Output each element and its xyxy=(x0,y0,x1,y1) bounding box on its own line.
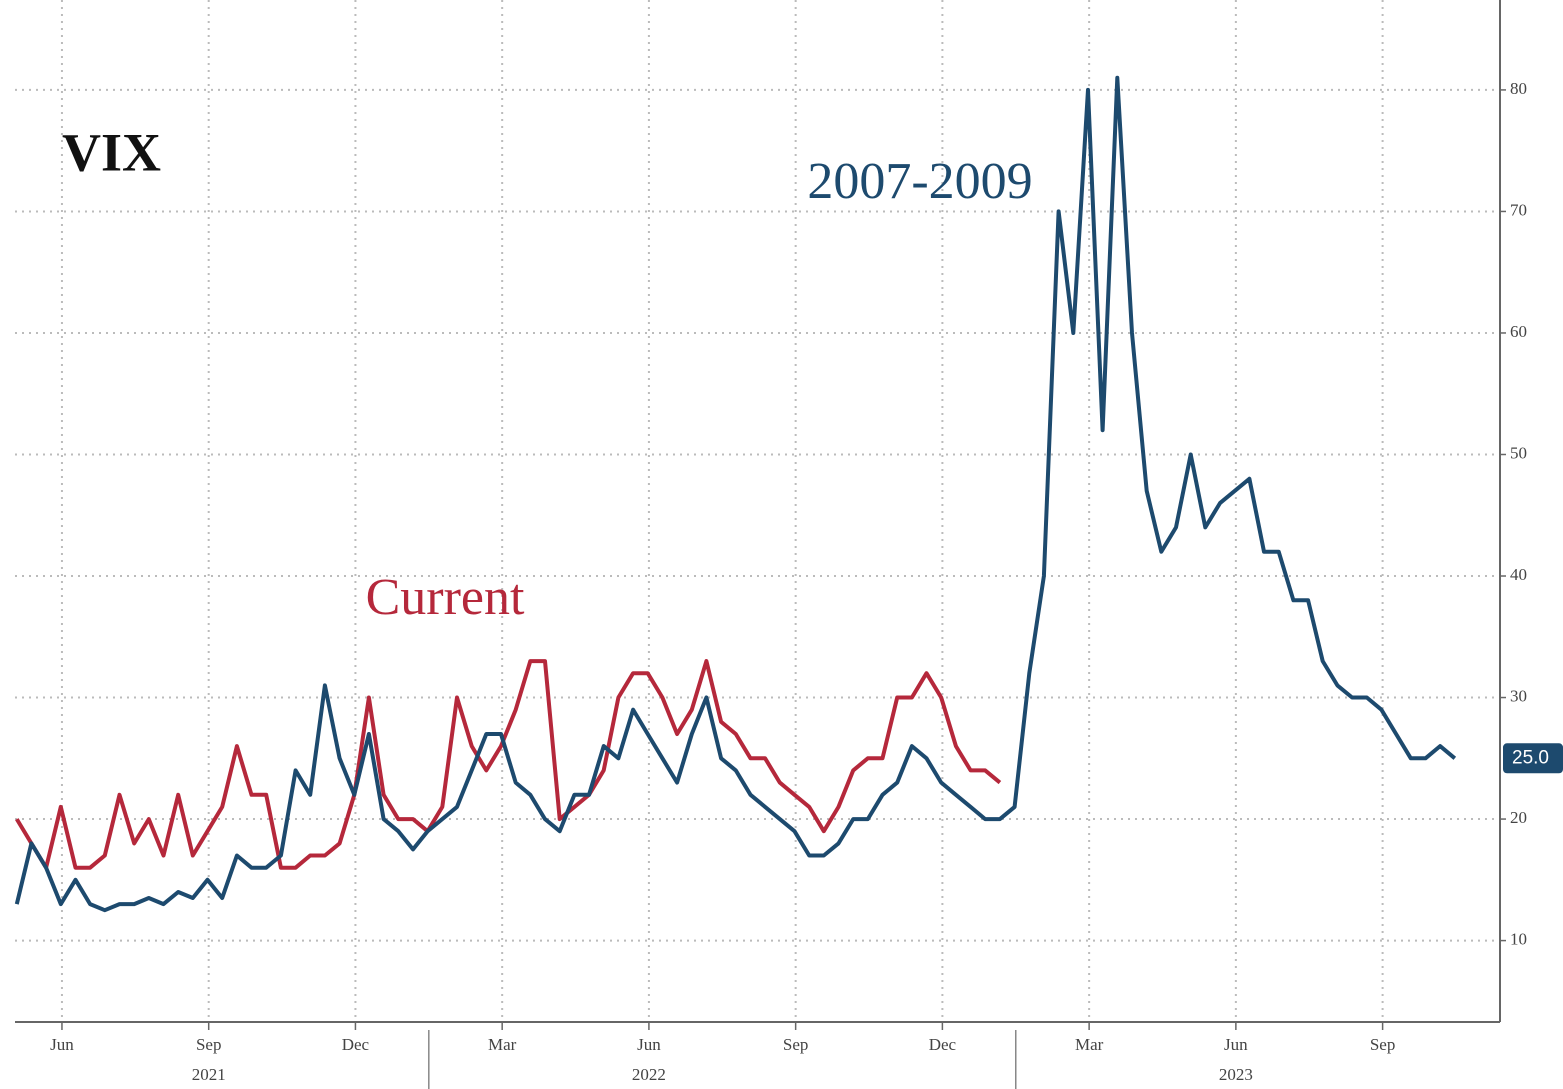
x-tick-label: Dec xyxy=(929,1035,957,1054)
x-tick-label: Jun xyxy=(637,1035,661,1054)
year-label: 2021 xyxy=(192,1065,226,1084)
series-annotation: 2007-2009 xyxy=(807,153,1032,210)
series-line xyxy=(14,75,1457,913)
x-tick-label: Mar xyxy=(488,1035,517,1054)
year-label: 2023 xyxy=(1219,1065,1253,1084)
x-tick-label: Jun xyxy=(50,1035,74,1054)
value-badge xyxy=(1503,743,1563,774)
y-tick-label: 70 xyxy=(1510,200,1527,219)
series-annotation: Current xyxy=(366,569,525,626)
x-tick-label: Sep xyxy=(196,1035,222,1054)
x-tick-label: Jun xyxy=(1224,1035,1248,1054)
y-tick-label: 40 xyxy=(1510,565,1527,584)
x-tick-label: Sep xyxy=(783,1035,809,1054)
x-tick-label: Mar xyxy=(1075,1035,1104,1054)
x-tick-label: Sep xyxy=(1370,1035,1396,1054)
series-line xyxy=(15,659,1002,870)
y-tick-label: 10 xyxy=(1510,929,1527,948)
y-tick-label: 50 xyxy=(1510,443,1527,462)
chart-title: VIX xyxy=(62,122,161,182)
y-tick-label: 30 xyxy=(1510,686,1527,705)
y-tick-label: 60 xyxy=(1510,322,1527,341)
y-tick-label: 20 xyxy=(1510,808,1527,827)
year-label: 2022 xyxy=(632,1065,666,1084)
x-tick-label: Dec xyxy=(342,1035,370,1054)
value-label: 25.0 xyxy=(1512,747,1549,768)
y-tick-label: 80 xyxy=(1510,79,1527,98)
